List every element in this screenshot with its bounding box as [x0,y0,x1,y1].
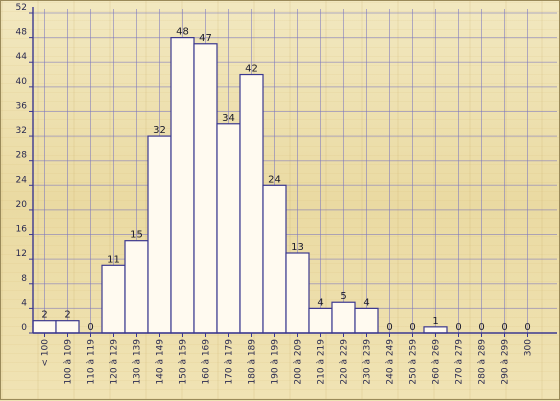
y-tick-label: 4 [21,298,27,308]
x-tick-label: 200 à 209 [294,339,304,385]
y-tick-label: 28 [16,151,28,161]
x-tick-label: 260 à 269 [432,339,442,385]
bar-value-label: 2 [64,310,70,321]
bar-value-label: 0 [386,322,392,333]
bar-value-label: 4 [363,297,369,308]
bar-value-label: 0 [87,322,93,333]
histogram-bar [147,135,172,334]
y-tick-label: 12 [16,249,27,259]
x-tick-label: 150 à 159 [179,339,189,385]
x-tick-label: 100 à 109 [64,339,74,385]
bar-value-label: 0 [524,322,530,333]
bar-value-label: 2 [41,310,47,321]
x-tick-label: < 100 [41,339,51,367]
bar-value-label: 13 [291,242,304,253]
x-tick-label: 120 à 129 [110,339,120,385]
histogram-bar [285,252,310,334]
y-tick-label: 8 [21,274,27,284]
histogram-bar [170,37,195,334]
y-tick-label: 36 [16,101,28,111]
histogram-bar [354,307,379,334]
y-tick-label: 0 [21,323,27,333]
x-tick-label: 140 à 149 [156,339,166,385]
y-tick-label: 24 [16,175,28,185]
y-tick-label: 32 [16,126,27,136]
x-tick-label: 130 à 139 [133,339,143,385]
x-tick-label: 300 [524,339,534,356]
histogram-bar [262,184,287,334]
bar-value-label: 0 [409,322,415,333]
bar-value-label: 24 [268,174,281,185]
x-tick-label: 190 à 199 [271,339,281,385]
y-tick-label: 52 [16,3,27,13]
histogram-bar [101,264,126,334]
histogram-bar [55,320,80,334]
y-tick-label: 16 [16,225,28,235]
histogram-bar [423,326,448,334]
histogram-bar [216,123,241,334]
x-tick-label: 270 à 279 [455,339,465,385]
bar-value-label: 15 [130,230,143,241]
x-tick-label: 280 à 289 [478,339,488,385]
x-tick-label: 240 à 249 [386,339,396,385]
x-tick-label: 170 à 179 [225,339,235,385]
histogram-bar [124,240,149,334]
x-tick-label: 180 à 189 [248,339,258,385]
y-tick-label: 20 [16,200,28,210]
x-tick-label: 210 à 219 [317,339,327,385]
histogram-bar [308,307,333,334]
bar-value-label: 32 [153,125,166,136]
histogram-bar [32,320,57,334]
bar-value-label: 0 [455,322,461,333]
y-tick-label: 44 [16,52,28,62]
bar-value-label: 47 [199,33,212,44]
bar-value-label: 42 [245,64,258,75]
x-tick-label: 290 à 299 [501,339,511,385]
y-tick-label: 48 [16,28,28,38]
histogram-bar [331,301,356,334]
histogram-bar [239,73,264,334]
histogram-bar [193,43,218,334]
y-tick-label: 40 [16,77,28,87]
bar-value-label: 34 [222,113,235,124]
bar-value-label: 5 [340,291,346,302]
x-tick-label: 110 à 119 [87,339,97,385]
bar-value-label: 48 [176,27,189,38]
x-tick-label: 250 à 259 [409,339,419,385]
bar-value-label: 4 [317,297,323,308]
bar-value-label: 0 [501,322,507,333]
bar-value-label: 0 [478,322,484,333]
bar-value-label: 1 [432,316,438,327]
bar-value-label: 11 [107,254,120,265]
x-tick-label: 230 à 239 [363,339,373,385]
x-tick-label: 220 à 229 [340,339,350,385]
x-tick-label: 160 à 169 [202,339,212,385]
